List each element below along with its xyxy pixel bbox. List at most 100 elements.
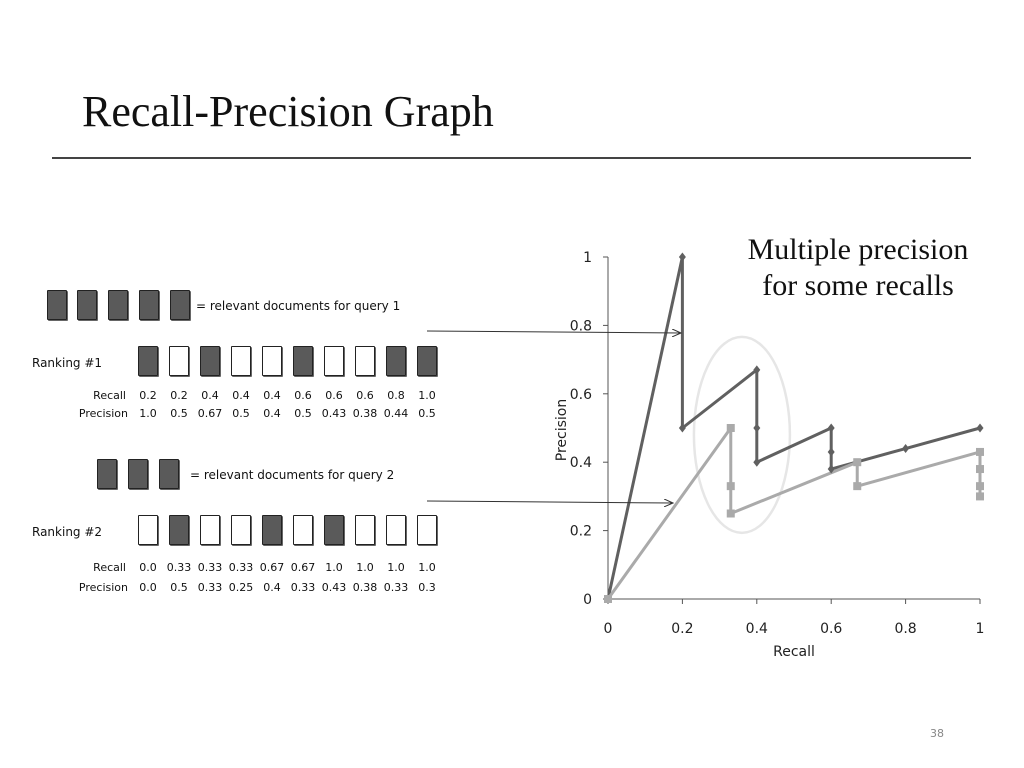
ranking2-recall-value: 1.0 [387,561,405,574]
relevant-document-icon [169,515,189,545]
ranking2-recall-label: Recall [93,561,126,574]
series-2-point [726,509,735,518]
ranking2-precision-value: 0.4 [263,581,281,594]
ranking1-precision-value: 0.4 [263,407,281,420]
series-1-point [753,423,761,433]
y-axis-title: Precision [554,399,570,461]
ranking1-recall-value: 0.6 [294,389,312,402]
ranking2-recall-value: 1.0 [418,561,436,574]
non-relevant-document-icon [355,346,375,376]
series-1-point [902,444,910,454]
x-tick-label: 0.4 [746,621,768,637]
ranking1-precision-value: 0.67 [197,407,223,420]
non-relevant-document-icon [386,515,406,545]
series-1-line [606,255,981,600]
ranking1-recall-value: 0.2 [139,389,157,402]
series-1-point [753,457,761,467]
ranking2-recall-value: 0.67 [259,561,285,574]
ranking2-precision-value: 0.38 [352,581,378,594]
ranking2-precision-value: 0.33 [383,581,409,594]
ranking2-recall-value: 0.33 [197,561,223,574]
series-1-point [827,423,835,433]
title-divider [52,157,971,159]
annotation-text: Multiple precision for some recalls [720,232,996,304]
ranking1-recall-value: 0.8 [387,389,405,402]
ranking2-label: Ranking #2 [32,525,103,539]
y-tick-label: 0.6 [570,387,592,403]
ranking2-precision-value: 0.25 [228,581,254,594]
non-relevant-document-icon [355,515,375,545]
non-relevant-document-icon [231,515,251,545]
highlight-ellipse [692,335,792,535]
x-tick-label: 0.2 [671,621,693,637]
series-1-point [753,365,761,375]
series-2-point [976,447,984,456]
ranking1-arrow [426,331,681,333]
ranking1-precision-value: 1.0 [139,407,157,420]
non-relevant-document-icon [417,515,437,545]
y-tick-label: 0.2 [570,524,592,540]
series-2-point [976,492,984,501]
ranking1-recall-value: 0.6 [325,389,343,402]
relevant-document-icon [262,515,282,545]
series-2-point [604,595,612,603]
x-tick-label: 1 [976,621,985,637]
ranking1-label: Ranking #1 [32,356,103,370]
page-number: 38 [930,727,944,740]
ranking1-recall-value: 0.2 [170,389,188,402]
non-relevant-document-icon [200,515,220,545]
x-tick-label: 0.6 [820,621,842,637]
series-2-line [606,426,982,600]
series-2-point [853,482,862,491]
ranking2-precision-value: 0.43 [321,581,347,594]
ranking2-precision-value: 0.33 [197,581,223,594]
series-2-point [976,482,984,491]
ranking1-precision-value: 0.5 [232,407,250,420]
query1-legend-text: = relevant documents for query 1 [196,299,401,313]
x-axis-title: Recall [773,644,815,660]
y-tick-label: 0 [583,592,592,608]
slide-title: Recall-Precision Graph [82,87,494,136]
ranking2-recall-value: 0.0 [139,561,157,574]
ranking1-recall-value: 0.4 [263,389,281,402]
ranking1-precision-value: 0.44 [383,407,409,420]
non-relevant-document-icon [324,346,344,376]
ranking1-precision-value: 0.5 [418,407,436,420]
series-2-point [726,482,735,491]
ranking1-recall-value: 0.6 [356,389,374,402]
non-relevant-document-icon [169,346,189,376]
relevant-document-icon [108,290,128,320]
ranking2-recall-value: 0.33 [228,561,254,574]
ranking1-precision-value: 0.5 [170,407,188,420]
series-2-point [853,458,862,467]
ranking2-precision-value: 0.33 [290,581,316,594]
ranking2-recall-value: 1.0 [325,561,343,574]
series-1-point [678,252,686,262]
ranking1-recall-value: 0.4 [232,389,250,402]
ranking1-precision-value: 0.5 [294,407,312,420]
relevant-document-icon [139,290,159,320]
non-relevant-document-icon [138,515,158,545]
relevant-document-icon [47,290,67,320]
ranking2-precision-value: 0.0 [139,581,157,594]
ranking2-recall-value: 0.67 [290,561,316,574]
series-2-point [976,465,984,474]
ranking1-precision-label: Precision [78,407,128,420]
series-1-point [976,423,984,433]
relevant-document-icon [138,346,158,376]
ranking1-recall-label: Recall [93,389,126,402]
ranking2-recall-value: 0.33 [166,561,192,574]
series-1-point [678,423,686,433]
ranking1-precision-value: 0.43 [321,407,347,420]
ranking1-precision-value: 0.38 [352,407,378,420]
series-1-point [827,447,835,457]
non-relevant-document-icon [262,346,282,376]
relevant-document-icon [128,459,148,489]
non-relevant-document-icon [231,346,251,376]
non-relevant-document-icon [293,515,313,545]
relevant-document-icon [97,459,117,489]
ranking2-precision-label: Precision [78,581,128,594]
ranking1-recall-value: 0.4 [201,389,219,402]
relevant-document-icon [324,515,344,545]
